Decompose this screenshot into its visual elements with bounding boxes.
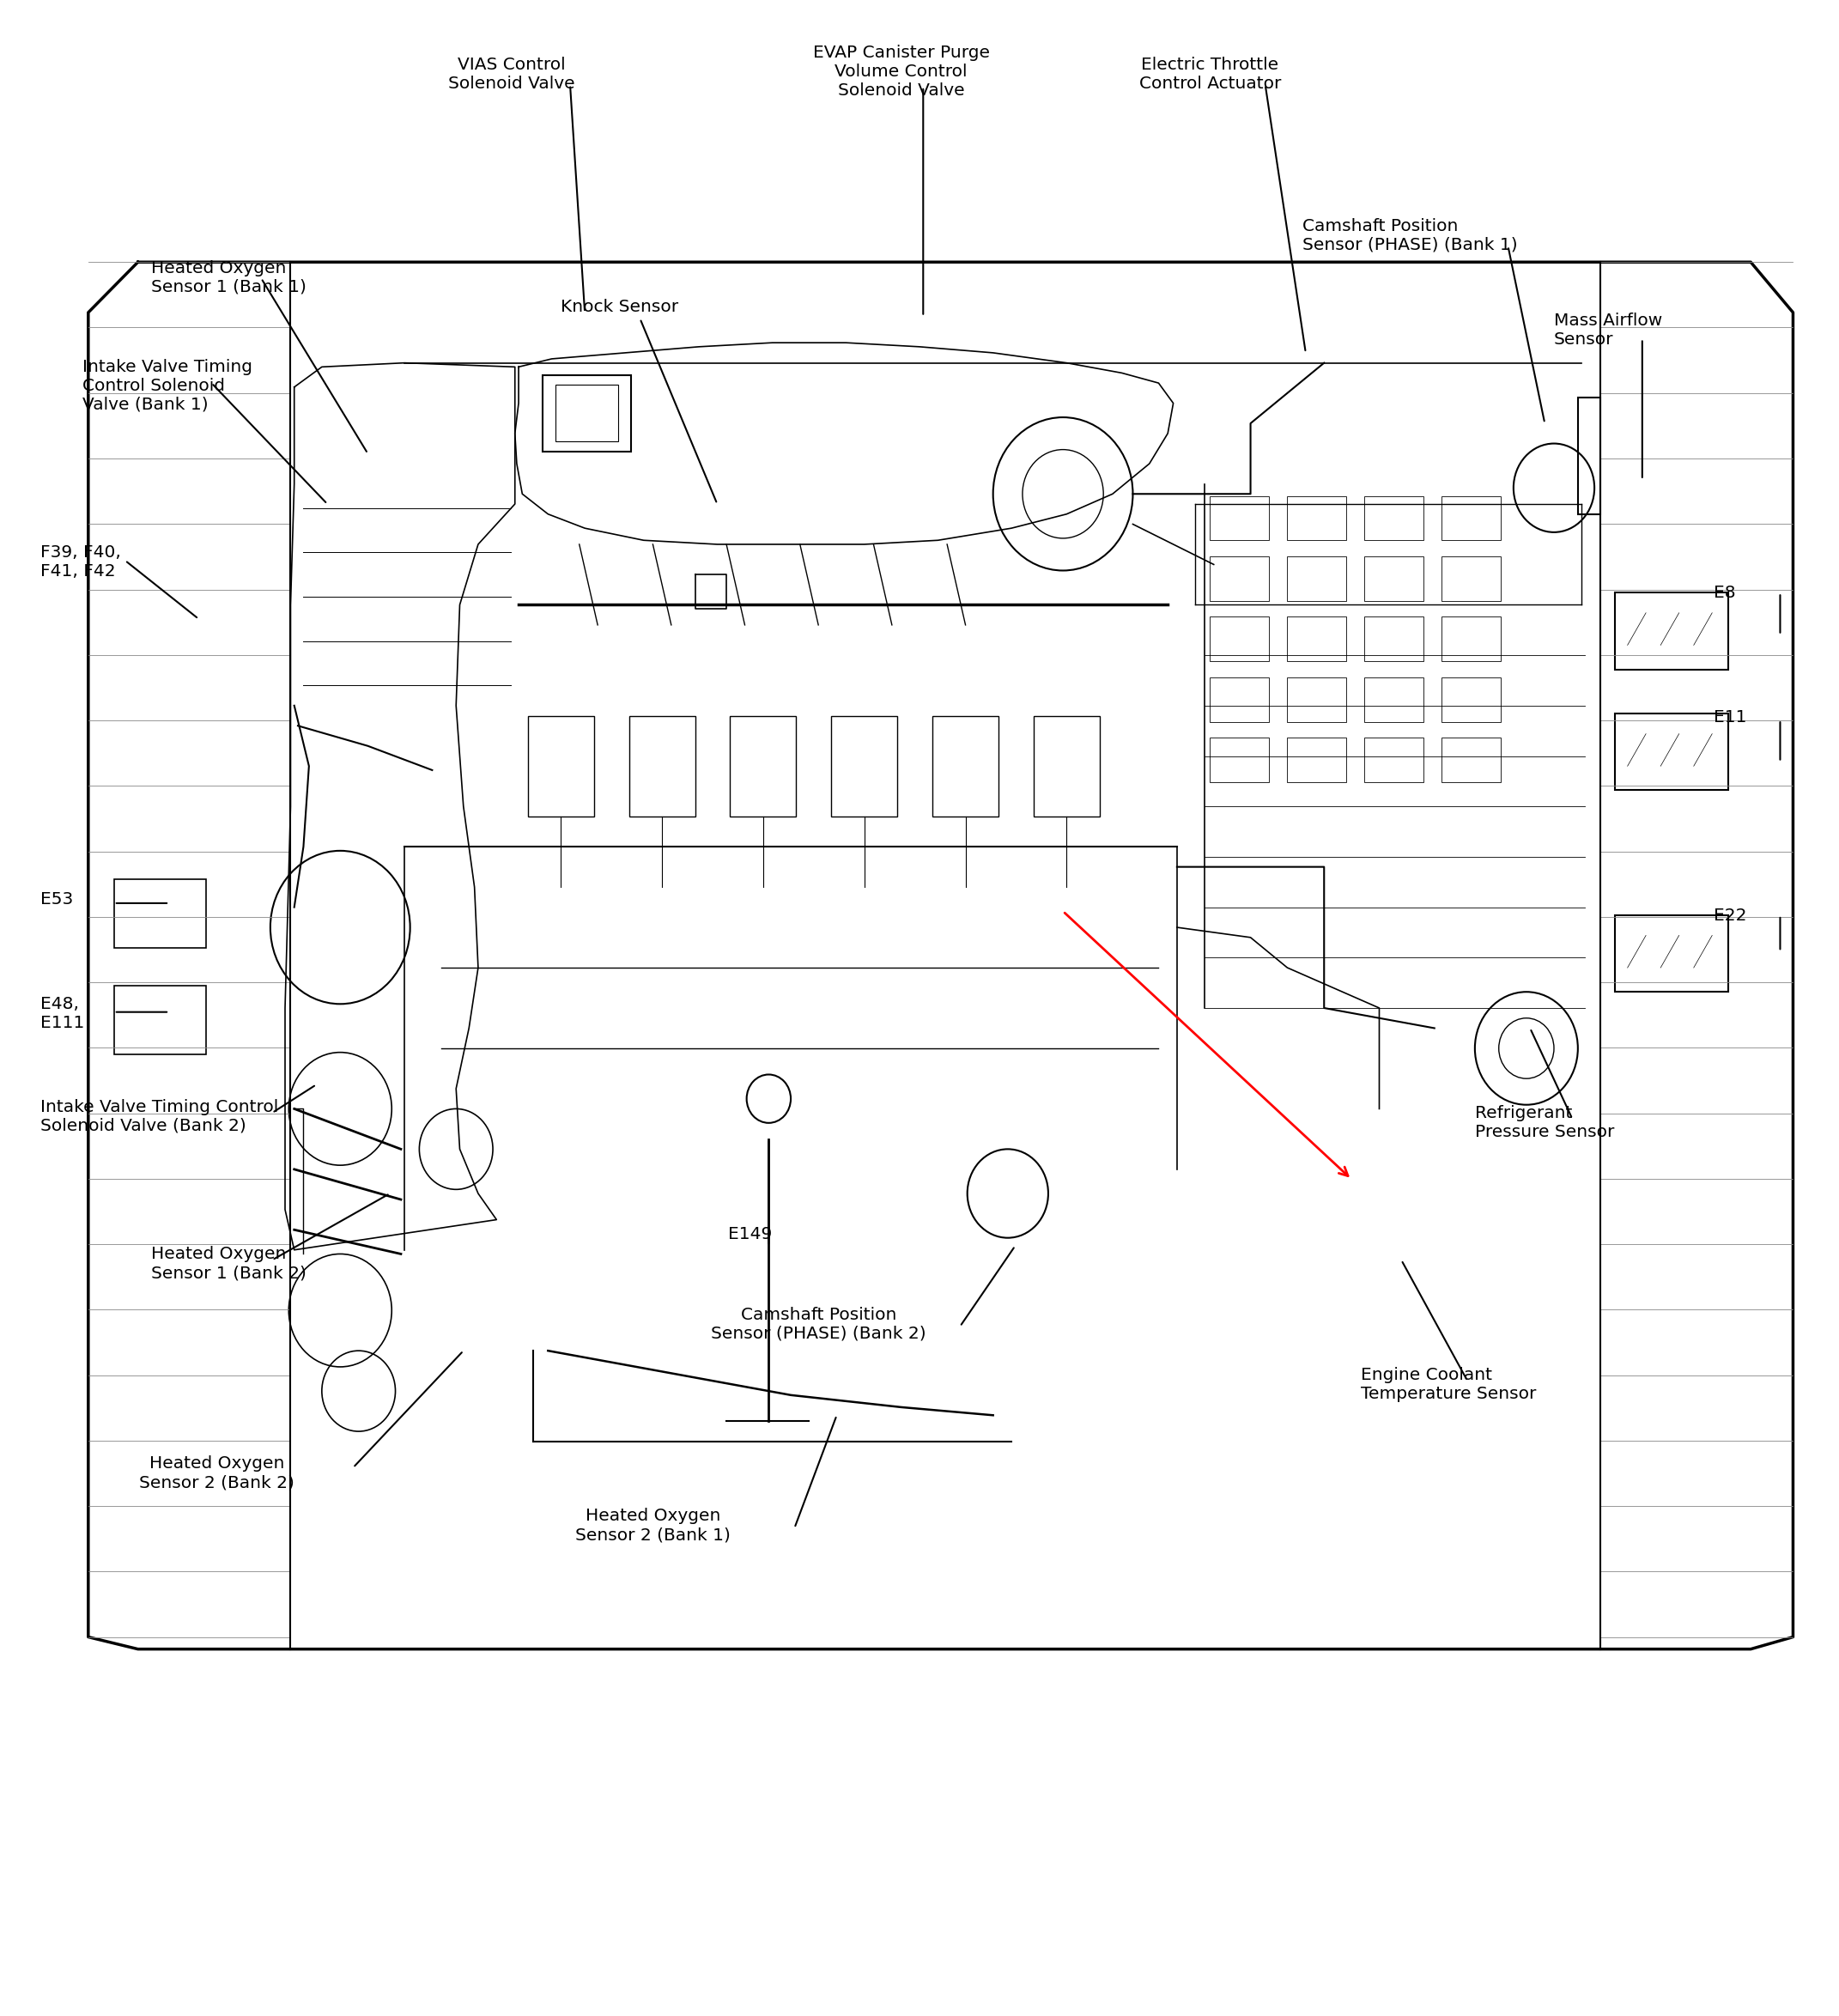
Text: Heated Oxygen
Sensor 2 (Bank 2): Heated Oxygen Sensor 2 (Bank 2) <box>140 1456 294 1490</box>
Bar <box>555 385 618 442</box>
Text: Engine Coolant
Temperature Sensor: Engine Coolant Temperature Sensor <box>1361 1367 1536 1401</box>
Text: Heated Oxygen
Sensor 1 (Bank 2): Heated Oxygen Sensor 1 (Bank 2) <box>151 1246 305 1280</box>
Bar <box>1210 617 1269 661</box>
Bar <box>1442 738 1501 782</box>
Bar <box>1615 593 1729 669</box>
Bar <box>1287 556 1346 601</box>
Text: E149: E149 <box>728 1226 772 1242</box>
Bar <box>1210 556 1269 601</box>
Bar <box>114 986 206 1054</box>
Text: Mass Airflow
Sensor: Mass Airflow Sensor <box>1554 312 1662 347</box>
Bar <box>1034 716 1100 816</box>
Bar <box>1365 556 1423 601</box>
Bar <box>1210 738 1269 782</box>
Bar <box>629 716 695 816</box>
Text: EVAP Canister Purge
Volume Control
Solenoid Valve: EVAP Canister Purge Volume Control Solen… <box>813 44 989 99</box>
Bar <box>730 716 796 816</box>
Text: Heated Oxygen
Sensor 2 (Bank 1): Heated Oxygen Sensor 2 (Bank 1) <box>576 1508 730 1542</box>
Bar <box>1365 496 1423 540</box>
Bar <box>543 375 631 452</box>
Bar <box>1287 496 1346 540</box>
Text: E53: E53 <box>40 891 74 907</box>
Bar <box>1615 714 1729 790</box>
Bar <box>1365 738 1423 782</box>
Bar <box>1442 617 1501 661</box>
Bar <box>1365 677 1423 722</box>
Bar <box>1365 617 1423 661</box>
Bar <box>1210 496 1269 540</box>
Text: VIAS Control
Solenoid Valve: VIAS Control Solenoid Valve <box>449 56 574 91</box>
Bar <box>114 879 206 948</box>
Text: Knock Sensor: Knock Sensor <box>561 298 679 314</box>
Bar <box>831 716 897 816</box>
Bar <box>1578 397 1600 514</box>
Bar <box>1287 617 1346 661</box>
Text: Camshaft Position
Sensor (PHASE) (Bank 1): Camshaft Position Sensor (PHASE) (Bank 1… <box>1302 218 1517 252</box>
Text: E8: E8 <box>1714 585 1736 601</box>
Bar <box>1287 738 1346 782</box>
Text: E22: E22 <box>1714 907 1747 923</box>
Text: Refrigerant
Pressure Sensor: Refrigerant Pressure Sensor <box>1475 1105 1615 1139</box>
Text: Electric Throttle
Control Actuator: Electric Throttle Control Actuator <box>1138 56 1282 91</box>
Text: F39, F40,
F41, F42: F39, F40, F41, F42 <box>40 544 121 579</box>
Text: Intake Valve Timing
Control Solenoid
Valve (Bank 1): Intake Valve Timing Control Solenoid Val… <box>83 359 252 413</box>
Bar <box>1442 677 1501 722</box>
Bar <box>1442 496 1501 540</box>
Bar <box>1615 915 1729 992</box>
Text: Intake Valve Timing Control
Solenoid Valve (Bank 2): Intake Valve Timing Control Solenoid Val… <box>40 1099 278 1133</box>
Bar <box>528 716 594 816</box>
Bar <box>1442 556 1501 601</box>
Text: Camshaft Position
Sensor (PHASE) (Bank 2): Camshaft Position Sensor (PHASE) (Bank 2… <box>710 1306 927 1341</box>
Bar <box>1287 677 1346 722</box>
Bar <box>932 716 999 816</box>
Text: E11: E11 <box>1714 710 1747 726</box>
Text: E48,
E111: E48, E111 <box>40 996 85 1030</box>
Bar <box>1210 677 1269 722</box>
Text: Heated Oxygen
Sensor 1 (Bank 1): Heated Oxygen Sensor 1 (Bank 1) <box>151 260 305 294</box>
